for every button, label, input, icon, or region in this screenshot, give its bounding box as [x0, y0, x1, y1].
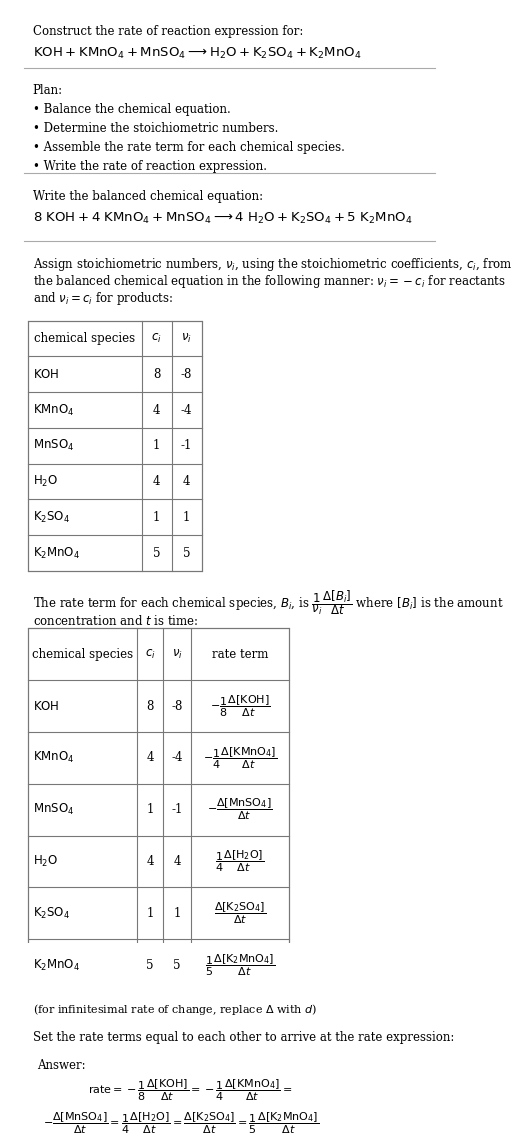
- Text: $\mathrm{K_2SO_4}$: $\mathrm{K_2SO_4}$: [32, 906, 69, 921]
- FancyBboxPatch shape: [24, 1049, 430, 1138]
- Text: $-\dfrac{\Delta[\mathrm{MnSO_4}]}{\Delta t} = \dfrac{1}{4}\dfrac{\Delta[\mathrm{: $-\dfrac{\Delta[\mathrm{MnSO_4}]}{\Delta…: [43, 1111, 319, 1136]
- Text: -8: -8: [171, 700, 183, 712]
- Text: $\mathrm{K_2MnO_4}$: $\mathrm{K_2MnO_4}$: [32, 545, 80, 561]
- Text: $c_i$: $c_i$: [145, 648, 155, 661]
- Text: • Assemble the rate term for each chemical species.: • Assemble the rate term for each chemic…: [32, 141, 344, 154]
- Text: -4: -4: [171, 751, 183, 765]
- Text: 5: 5: [146, 958, 154, 972]
- Text: Answer:: Answer:: [37, 1058, 85, 1072]
- Text: 1: 1: [146, 907, 154, 920]
- Text: $\mathrm{MnSO_4}$: $\mathrm{MnSO_4}$: [32, 438, 74, 453]
- Text: $-\dfrac{1}{4}\dfrac{\Delta[\mathrm{KMnO_4}]}{\Delta t}$: $-\dfrac{1}{4}\dfrac{\Delta[\mathrm{KMnO…: [203, 745, 277, 770]
- Text: -4: -4: [181, 404, 192, 417]
- Text: $\mathrm{8\ KOH + 4\ KMnO_4 + MnSO_4 \longrightarrow 4\ H_2O + K_2SO_4 + 5\ K_2M: $\mathrm{8\ KOH + 4\ KMnO_4 + MnSO_4 \lo…: [32, 212, 412, 226]
- FancyBboxPatch shape: [28, 321, 201, 571]
- Text: $\mathrm{KMnO_4}$: $\mathrm{KMnO_4}$: [32, 403, 74, 418]
- Text: $\mathrm{H_2O}$: $\mathrm{H_2O}$: [32, 854, 58, 869]
- Text: Construct the rate of reaction expression for:: Construct the rate of reaction expressio…: [32, 25, 303, 38]
- Text: 4: 4: [173, 855, 181, 868]
- Text: the balanced chemical equation in the following manner: $\nu_i = -c_i$ for react: the balanced chemical equation in the fo…: [32, 273, 506, 289]
- Text: 8: 8: [146, 700, 154, 712]
- Text: $\mathrm{MnSO_4}$: $\mathrm{MnSO_4}$: [32, 802, 74, 817]
- Text: $\mathrm{KOH}$: $\mathrm{KOH}$: [32, 368, 59, 381]
- Text: (for infinitesimal rate of change, replace $\Delta$ with $d$): (for infinitesimal rate of change, repla…: [32, 1003, 316, 1017]
- Text: $\nu_i$: $\nu_i$: [172, 648, 182, 661]
- Text: $\mathrm{KOH}$: $\mathrm{KOH}$: [32, 700, 59, 712]
- Text: Set the rate terms equal to each other to arrive at the rate expression:: Set the rate terms equal to each other t…: [32, 1031, 454, 1044]
- Text: $c_i$: $c_i$: [151, 332, 162, 345]
- Text: rate term: rate term: [212, 648, 268, 661]
- Text: 5: 5: [183, 546, 190, 560]
- Text: and $\nu_i = c_i$ for products:: and $\nu_i = c_i$ for products:: [32, 289, 173, 306]
- Text: $\nu_i$: $\nu_i$: [181, 332, 192, 345]
- Text: $\mathrm{K_2SO_4}$: $\mathrm{K_2SO_4}$: [32, 510, 69, 525]
- Text: 1: 1: [173, 907, 181, 920]
- Text: $-\dfrac{1}{8}\dfrac{\Delta[\mathrm{KOH}]}{\Delta t}$: $-\dfrac{1}{8}\dfrac{\Delta[\mathrm{KOH}…: [210, 693, 270, 719]
- Text: $\dfrac{\Delta[\mathrm{K_2SO_4}]}{\Delta t}$: $\dfrac{\Delta[\mathrm{K_2SO_4}]}{\Delta…: [214, 900, 266, 926]
- Text: -1: -1: [171, 803, 183, 816]
- Text: Assign stoichiometric numbers, $\nu_i$, using the stoichiometric coefficients, $: Assign stoichiometric numbers, $\nu_i$, …: [32, 256, 512, 273]
- Text: • Balance the chemical equation.: • Balance the chemical equation.: [32, 104, 230, 116]
- Text: concentration and $t$ is time:: concentration and $t$ is time:: [32, 615, 198, 628]
- Text: chemical species: chemical species: [34, 332, 136, 345]
- Text: $-\dfrac{\Delta[\mathrm{MnSO_4}]}{\Delta t}$: $-\dfrac{\Delta[\mathrm{MnSO_4}]}{\Delta…: [207, 797, 273, 823]
- Text: 1: 1: [146, 803, 154, 816]
- Text: chemical species: chemical species: [32, 648, 134, 661]
- Text: 1: 1: [153, 439, 160, 452]
- Text: 1: 1: [183, 511, 190, 523]
- Text: Write the balanced chemical equation:: Write the balanced chemical equation:: [32, 190, 263, 203]
- Text: $\mathrm{KOH + KMnO_4 + MnSO_4 \longrightarrow H_2O + K_2SO_4 + K_2MnO_4}$: $\mathrm{KOH + KMnO_4 + MnSO_4 \longrigh…: [32, 46, 361, 60]
- Text: 8: 8: [153, 368, 160, 381]
- Text: • Determine the stoichiometric numbers.: • Determine the stoichiometric numbers.: [32, 122, 278, 135]
- Text: 4: 4: [153, 404, 161, 417]
- Text: Plan:: Plan:: [32, 84, 63, 97]
- Text: 1: 1: [153, 511, 160, 523]
- Text: The rate term for each chemical species, $B_i$, is $\dfrac{1}{\nu_i}\dfrac{\Delt: The rate term for each chemical species,…: [32, 588, 503, 617]
- Text: $\dfrac{1}{5}\dfrac{\Delta[\mathrm{K_2MnO_4}]}{\Delta t}$: $\dfrac{1}{5}\dfrac{\Delta[\mathrm{K_2Mn…: [205, 953, 275, 978]
- Text: $\mathrm{KMnO_4}$: $\mathrm{KMnO_4}$: [32, 750, 74, 766]
- Text: 4: 4: [146, 751, 154, 765]
- Text: 5: 5: [153, 546, 161, 560]
- Text: $\dfrac{1}{4}\dfrac{\Delta[\mathrm{H_2O}]}{\Delta t}$: $\dfrac{1}{4}\dfrac{\Delta[\mathrm{H_2O}…: [215, 849, 264, 874]
- Text: 4: 4: [146, 855, 154, 868]
- Text: -1: -1: [181, 439, 192, 452]
- Text: 4: 4: [153, 475, 161, 488]
- Text: $\mathrm{rate} = -\dfrac{1}{8}\dfrac{\Delta[\mathrm{KOH}]}{\Delta t} = -\dfrac{1: $\mathrm{rate} = -\dfrac{1}{8}\dfrac{\De…: [88, 1078, 293, 1103]
- Text: 4: 4: [183, 475, 190, 488]
- Text: $\mathrm{K_2MnO_4}$: $\mathrm{K_2MnO_4}$: [32, 957, 80, 973]
- Text: 5: 5: [173, 958, 181, 972]
- Text: • Write the rate of reaction expression.: • Write the rate of reaction expression.: [32, 159, 267, 173]
- Text: $\mathrm{H_2O}$: $\mathrm{H_2O}$: [32, 475, 58, 489]
- Text: -8: -8: [181, 368, 192, 381]
- FancyBboxPatch shape: [28, 628, 289, 991]
